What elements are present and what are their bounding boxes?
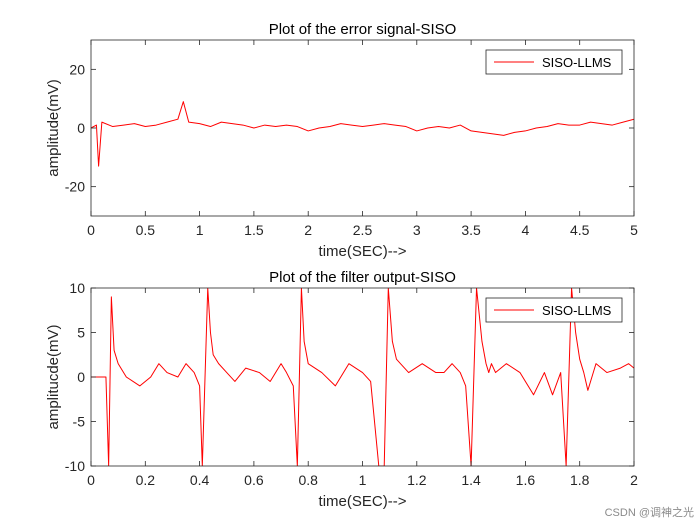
y-axis-label-1: amplitude(mV) [45, 79, 62, 177]
y-axis-label-2: amplitucde(mV) [45, 324, 62, 429]
x-tick-label-2-4: 0.8 [298, 472, 318, 488]
y-tick-label-2-4: 10 [69, 280, 85, 296]
series-line-2-1 [91, 288, 634, 466]
x-tick-label-1-6: 3 [413, 222, 421, 238]
x-tick-label-1-0: 0 [87, 222, 95, 238]
x-tick-label-2-1: 0.2 [136, 472, 156, 488]
y-tick-label-1-1: 0 [77, 120, 85, 136]
y-tick-label-2-1: -5 [73, 414, 86, 430]
x-tick-label-1-9: 4.5 [570, 222, 590, 238]
x-tick-label-1-4: 2 [304, 222, 312, 238]
y-tick-label-2-3: 5 [77, 325, 85, 341]
chart-title-2: Plot of the filter output-SISO [269, 269, 456, 286]
x-tick-label-2-2: 0.4 [190, 472, 210, 488]
x-axis-label-2: time(SEC)--> [319, 493, 407, 510]
y-tick-label-1-0: -20 [65, 179, 85, 195]
x-tick-label-2-8: 1.6 [516, 472, 536, 488]
watermark-text: CSDN @调神之光 [605, 505, 694, 519]
x-tick-label-1-1: 0.5 [136, 222, 156, 238]
y-tick-label-1-2: 20 [69, 61, 85, 77]
x-tick-label-1-7: 3.5 [461, 222, 481, 238]
x-tick-label-2-5: 1 [359, 472, 367, 488]
x-tick-label-1-5: 2.5 [353, 222, 373, 238]
chart-title-1: Plot of the error signal-SISO [269, 21, 457, 38]
x-tick-label-1-10: 5 [630, 222, 638, 238]
legend-label-2: SISO-LLMS [542, 303, 612, 318]
x-tick-label-2-10: 2 [630, 472, 638, 488]
x-tick-label-1-3: 1.5 [244, 222, 264, 238]
legend-label-1: SISO-LLMS [542, 55, 612, 70]
y-tick-label-2-0: -10 [65, 458, 85, 474]
x-tick-label-2-0: 0 [87, 472, 95, 488]
x-tick-label-1-8: 4 [522, 222, 530, 238]
x-tick-label-2-9: 1.8 [570, 472, 590, 488]
x-tick-label-2-6: 1.2 [407, 472, 427, 488]
x-tick-label-2-3: 0.6 [244, 472, 264, 488]
y-tick-label-2-2: 0 [77, 369, 85, 385]
x-tick-label-1-2: 1 [196, 222, 204, 238]
x-axis-label-1: time(SEC)--> [319, 243, 407, 260]
x-tick-label-2-7: 1.4 [461, 472, 481, 488]
series-line-1-1 [91, 101, 634, 167]
